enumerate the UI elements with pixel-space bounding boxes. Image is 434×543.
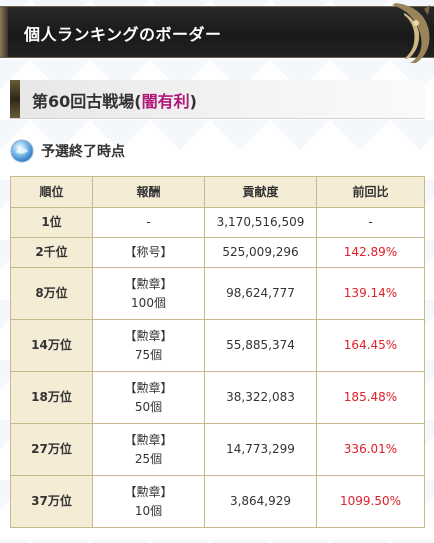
table-row: 14万位 【勲章】 75個 55,885,374 164.45% <box>10 319 425 372</box>
reward-cell: 【勲章】 75個 <box>92 319 205 372</box>
section-title-prefix: 第60回古戦場( <box>32 92 142 111</box>
contribution-cell: 3,864,929 <box>204 475 317 528</box>
table-row: 8万位 【勲章】 100個 98,624,777 139.14% <box>10 267 425 320</box>
reward-cell: 【称号】 <box>92 237 205 268</box>
reward-cell: 【勲章】 10個 <box>92 475 205 528</box>
reward-detail: 75個 <box>134 347 163 362</box>
rank-cell: 2千位 <box>10 237 93 268</box>
blue-orb-icon <box>10 139 34 163</box>
contribution-cell: 525,009,296 <box>204 237 317 268</box>
table-header-row: 順位 報酬 貢献度 前回比 <box>10 176 425 208</box>
reward-detail: 25個 <box>134 451 163 466</box>
reward-cell: 【勲章】 25個 <box>92 423 205 476</box>
section-bar-ornament <box>10 80 20 118</box>
table-row: 27万位 【勲章】 25個 14,773,299 336.01% <box>10 423 425 476</box>
ratio-cell: - <box>316 207 425 238</box>
contribution-cell: 3,170,516,509 <box>204 207 317 238</box>
contribution-cell: 38,322,083 <box>204 371 317 424</box>
rank-cell: 18万位 <box>10 371 93 424</box>
section-title-accent: 闇有利 <box>141 92 190 111</box>
section-header: 第60回古戦場(闇有利) <box>10 80 425 119</box>
reward-cell: 【勲章】 50個 <box>92 371 205 424</box>
table-row: 37万位 【勲章】 10個 3,864,929 1099.50% <box>10 475 425 528</box>
header-ratio: 前回比 <box>316 176 425 208</box>
header-contribution: 貢献度 <box>204 176 317 208</box>
rank-cell: 14万位 <box>10 319 93 372</box>
ratio-cell: 1099.50% <box>316 475 425 528</box>
reward-tag: 【勲章】 <box>124 276 173 291</box>
reward-detail: 10個 <box>134 503 163 518</box>
rank-cell: 37万位 <box>10 475 93 528</box>
border-table: 順位 報酬 貢献度 前回比 1位 - 3,170,516,509 - 2千位 【… <box>10 176 425 528</box>
table-row: 18万位 【勲章】 50個 38,322,083 185.48% <box>10 371 425 424</box>
banner-title: 個人ランキングのボーダー <box>24 25 222 44</box>
ratio-cell: 336.01% <box>316 423 425 476</box>
rank-cell: 8万位 <box>10 267 93 320</box>
page-banner: 個人ランキングのボーダー <box>0 3 434 63</box>
reward-detail: 100個 <box>131 295 166 310</box>
table-row: 2千位 【称号】 525,009,296 142.89% <box>10 237 425 268</box>
ratio-cell: 142.89% <box>316 237 425 268</box>
ratio-cell: 139.14% <box>316 267 425 320</box>
reward-tag: 【勲章】 <box>124 484 173 499</box>
section-title: 第60回古戦場(闇有利) <box>32 88 197 112</box>
reward-detail: 50個 <box>134 399 163 414</box>
table-row: 1位 - 3,170,516,509 - <box>10 207 425 238</box>
contribution-cell: 14,773,299 <box>204 423 317 476</box>
rank-cell: 27万位 <box>10 423 93 476</box>
section-title-suffix: ) <box>189 92 197 111</box>
subheader-label: 予選終了時点 <box>41 144 125 160</box>
reward-cell: 【勲章】 100個 <box>92 267 205 320</box>
header-rank: 順位 <box>10 176 93 208</box>
reward-cell: - <box>92 207 205 238</box>
reward-tag: 【勲章】 <box>124 380 173 395</box>
contribution-cell: 55,885,374 <box>204 319 317 372</box>
subheader: 予選終了時点 <box>10 138 125 164</box>
ratio-cell: 164.45% <box>316 319 425 372</box>
ratio-cell: 185.48% <box>316 371 425 424</box>
contribution-cell: 98,624,777 <box>204 267 317 320</box>
reward-tag: 【勲章】 <box>124 328 173 343</box>
rank-cell: 1位 <box>10 207 93 238</box>
header-reward: 報酬 <box>92 176 205 208</box>
golden-dragon-ornament-icon <box>392 3 430 63</box>
reward-tag: 【勲章】 <box>124 432 173 447</box>
